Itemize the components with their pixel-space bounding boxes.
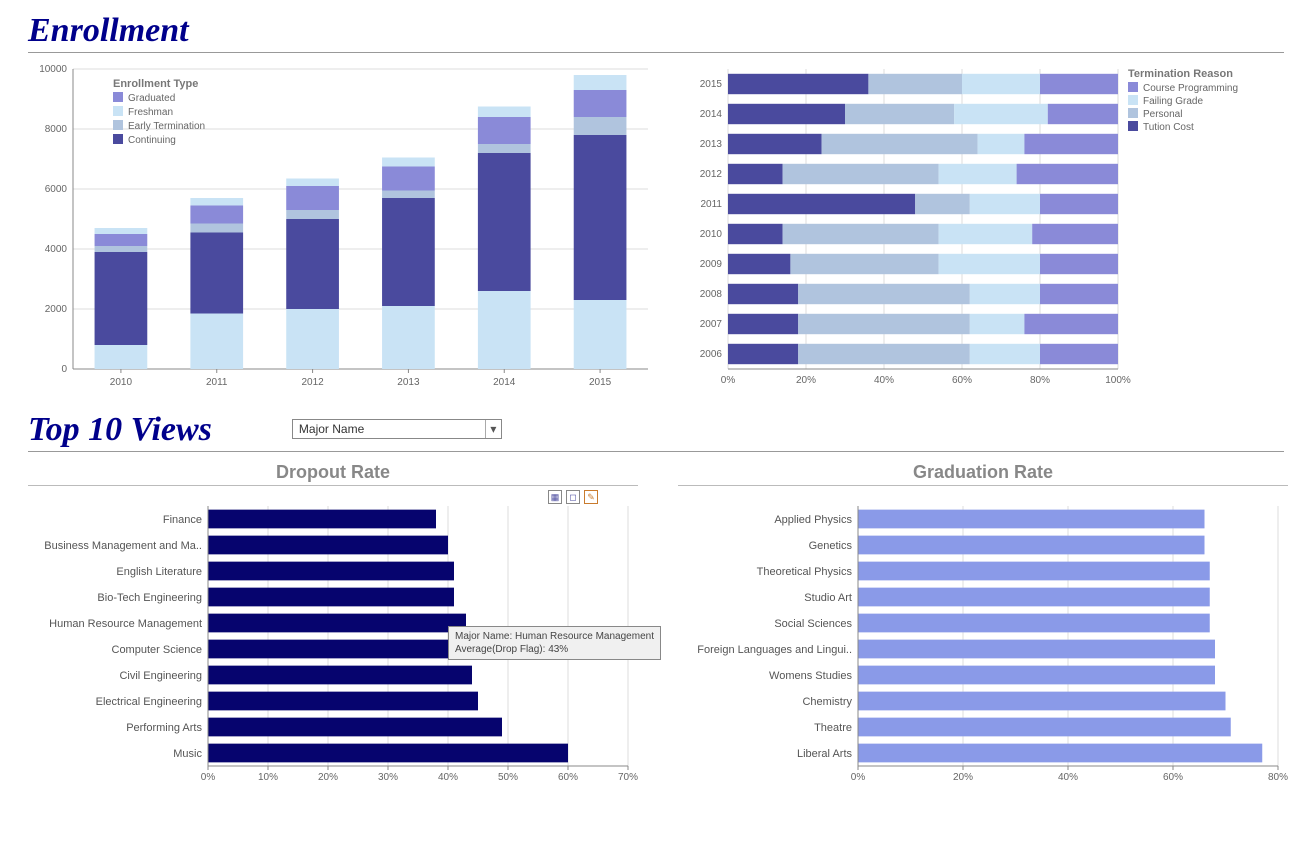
svg-text:2010: 2010 [700,229,723,240]
chart-toolbar: ▦ ◻ ✎ [548,490,598,504]
graduation-chart-title: Graduation Rate [678,462,1288,483]
svg-text:2008: 2008 [700,289,723,300]
svg-text:20%: 20% [796,375,816,386]
tooltip-line2: Average(Drop Flag): 43% [455,643,654,656]
svg-text:Human Resource Management: Human Resource Management [49,618,202,630]
chevron-down-icon: ▾ [485,420,501,438]
svg-text:Foreign Languages and Lingui..: Foreign Languages and Lingui.. [697,644,852,656]
svg-text:Applied Physics: Applied Physics [774,514,852,526]
svg-text:100%: 100% [1105,375,1131,386]
page-title-enrollment: Enrollment [28,12,1312,50]
svg-text:8000: 8000 [45,124,68,135]
svg-text:Civil Engineering: Civil Engineering [119,670,202,682]
svg-text:40%: 40% [874,375,894,386]
svg-text:Early Termination: Early Termination [128,121,205,132]
svg-text:Graduated: Graduated [128,93,175,104]
svg-text:Genetics: Genetics [809,540,853,552]
svg-text:40%: 40% [1058,772,1078,782]
svg-text:50%: 50% [498,772,518,782]
hover-tooltip: Major Name: Human Resource Management Av… [448,626,661,660]
svg-text:40%: 40% [438,772,458,782]
tooltip-line1: Major Name: Human Resource Management [455,630,654,643]
enrollment-chart-panel: 0 2000 4000 6000 8000 10000 2010 2011 2012 2013 20… [28,59,648,399]
svg-text:2007: 2007 [700,319,723,330]
svg-text:Womens Studies: Womens Studies [769,670,852,682]
svg-text:2011: 2011 [206,377,228,388]
svg-text:2014: 2014 [493,377,516,388]
dropdown-label: Major Name [293,422,485,436]
svg-text:2013: 2013 [700,139,723,150]
svg-text:60%: 60% [558,772,578,782]
svg-text:0%: 0% [721,375,736,386]
dropout-chart-title: Dropout Rate [28,462,638,483]
svg-text:2014: 2014 [700,109,723,120]
svg-text:10000: 10000 [39,64,67,75]
divider [28,52,1284,53]
divider [28,451,1284,452]
svg-text:English Literature: English Literature [116,566,202,578]
svg-text:Chemistry: Chemistry [802,696,852,708]
svg-text:2000: 2000 [45,304,68,315]
major-name-dropdown[interactable]: Major Name ▾ [292,419,502,439]
svg-text:2009: 2009 [700,259,723,270]
svg-text:Enrollment Type: Enrollment Type [113,78,198,90]
grid-icon[interactable]: ▦ [548,490,562,504]
svg-text:2012: 2012 [301,377,324,388]
svg-text:2015: 2015 [589,377,612,388]
svg-text:2010: 2010 [110,377,133,388]
dropout-chart-panel: Dropout Rate ▦ ◻ ✎ 0% 10% 20% 30% 40% 50% 60% 7… [28,462,638,782]
svg-text:2015: 2015 [700,79,723,90]
svg-text:Electrical Engineering: Electrical Engineering [96,696,202,708]
svg-text:60%: 60% [952,375,972,386]
svg-text:Course Programming: Course Programming [1143,83,1238,94]
svg-text:Bio-Tech Engineering: Bio-Tech Engineering [97,592,202,604]
window-icon[interactable]: ◻ [566,490,580,504]
svg-text:10%: 10% [258,772,278,782]
svg-text:0: 0 [61,364,67,375]
svg-text:Personal: Personal [1143,109,1182,120]
svg-text:60%: 60% [1163,772,1183,782]
svg-text:Continuing: Continuing [128,135,176,146]
svg-text:Computer Science: Computer Science [112,644,203,656]
svg-text:Theatre: Theatre [814,722,852,734]
svg-text:Termination Reason: Termination Reason [1128,68,1233,80]
svg-text:70%: 70% [618,772,638,782]
termination-chart: 0% 20% 40% 60% 80% 100% 2015 2014 2013 2012 2011 20… [688,59,1288,399]
svg-text:Liberal Arts: Liberal Arts [797,748,853,760]
svg-text:Tution Cost: Tution Cost [1143,122,1194,133]
pencil-icon[interactable]: ✎ [584,490,598,504]
page-title-top10: Top 10 Views [28,411,212,449]
svg-text:6000: 6000 [45,184,68,195]
svg-text:Performing Arts: Performing Arts [126,722,202,734]
svg-text:2006: 2006 [700,349,723,360]
svg-text:0%: 0% [201,772,216,782]
divider [678,485,1288,486]
svg-text:4000: 4000 [45,244,68,255]
svg-text:Failing Grade: Failing Grade [1143,96,1203,107]
svg-text:80%: 80% [1268,772,1288,782]
svg-text:20%: 20% [953,772,973,782]
graduation-chart-panel: Graduation Rate 0% 20% 40% 60% 80% Applied Ph… [678,462,1288,782]
enrollment-chart: 0 2000 4000 6000 8000 10000 2010 2011 2012 2013 20… [28,59,648,399]
svg-text:Finance: Finance [163,514,202,526]
divider [28,485,638,486]
svg-text:30%: 30% [378,772,398,782]
svg-text:Studio Art: Studio Art [804,592,852,604]
svg-text:Theoretical Physics: Theoretical Physics [757,566,853,578]
svg-text:Social Sciences: Social Sciences [774,618,852,630]
termination-chart-panel: 0% 20% 40% 60% 80% 100% 2015 2014 2013 2012 2011 20… [688,59,1288,399]
graduation-chart: 0% 20% 40% 60% 80% Applied Physics Genetics The… [678,492,1288,782]
svg-text:2011: 2011 [700,199,722,210]
svg-text:2012: 2012 [700,169,723,180]
svg-text:80%: 80% [1030,375,1050,386]
svg-text:0%: 0% [851,772,866,782]
svg-text:Business Management and Ma..: Business Management and Ma.. [44,540,202,552]
svg-text:Freshman: Freshman [128,107,173,118]
svg-text:20%: 20% [318,772,338,782]
svg-text:Music: Music [173,748,202,760]
svg-text:2013: 2013 [397,377,420,388]
